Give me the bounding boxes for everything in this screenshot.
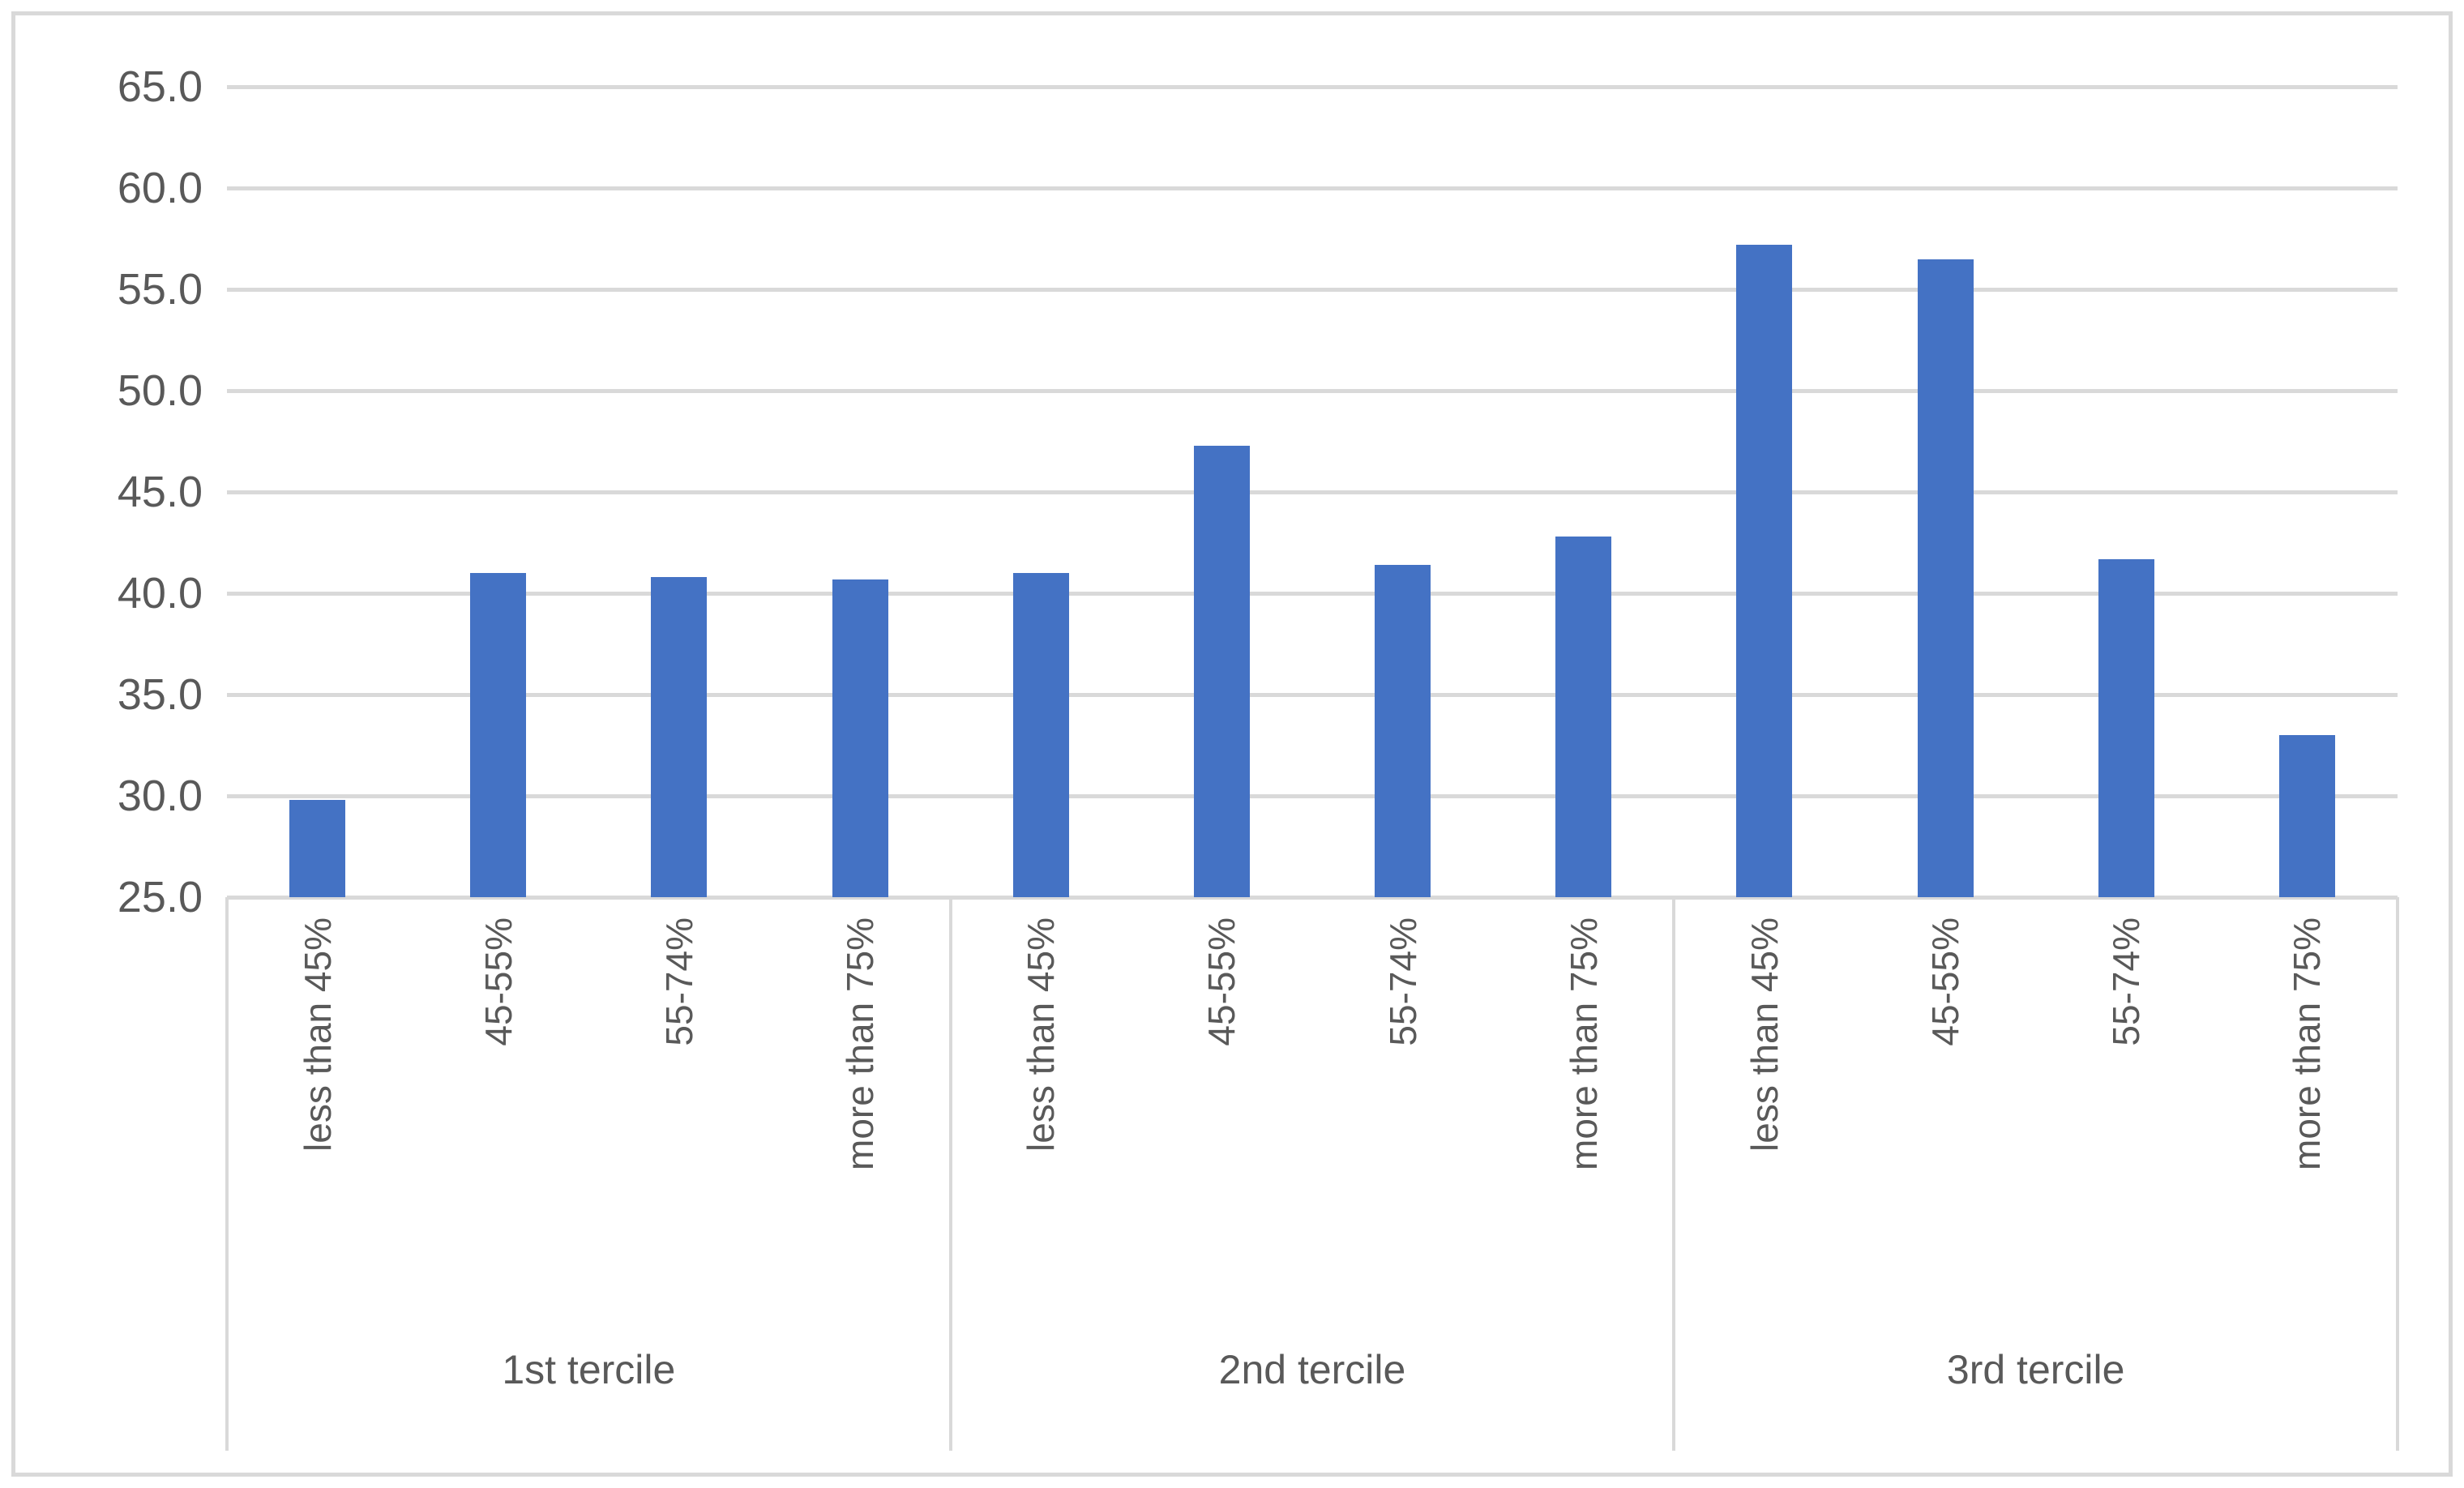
bar [289, 800, 346, 897]
category-axis-label: 45-55% [1924, 917, 1967, 1290]
category-axis-label: more than 75% [2286, 917, 2329, 1290]
category-axis-label: more than 75% [1562, 917, 1605, 1290]
category-axis-label: more than 75% [839, 917, 882, 1290]
category-axis-label-text: less than 45% [1020, 917, 1063, 1152]
gridline [227, 85, 2398, 89]
gridline [227, 389, 2398, 393]
y-axis-tick-label: 35.0 [117, 670, 203, 719]
gridline [227, 693, 2398, 697]
category-axis-label-text: more than 75% [1562, 917, 1605, 1170]
category-axis-label-text: 45-55% [1200, 917, 1243, 1046]
label-area-right-border [2396, 897, 2399, 1451]
category-axis-label-text: more than 75% [839, 917, 882, 1170]
group-divider-line [1672, 897, 1676, 1451]
bar [2098, 558, 2154, 897]
y-axis-tick-label: 55.0 [117, 265, 203, 314]
gridline [227, 490, 2398, 494]
y-axis-tick-label: 50.0 [117, 366, 203, 415]
category-axis-label-text: 45-55% [477, 917, 520, 1046]
category-axis-label: less than 45% [296, 917, 339, 1290]
category-axis-label: less than 45% [1743, 917, 1786, 1290]
y-axis-tick-label: 30.0 [117, 772, 203, 820]
category-axis-label: less than 45% [1020, 917, 1063, 1290]
bar [470, 573, 527, 897]
category-axis-label-text: 55-74% [1381, 917, 1424, 1046]
category-axis-label: 45-55% [477, 917, 520, 1290]
bar [1012, 573, 1069, 897]
gridline [227, 186, 2398, 190]
bar [1736, 245, 1793, 897]
category-axis-label: 45-55% [1200, 917, 1243, 1290]
category-axis-label: 55-74% [657, 917, 700, 1290]
bar [651, 577, 708, 897]
y-axis-tick-label: 25.0 [117, 873, 203, 921]
y-axis-tick-label: 60.0 [117, 164, 203, 212]
bar [2278, 735, 2335, 897]
gridline [227, 592, 2398, 596]
group-axis-label: 3rd tercile [1946, 1347, 2125, 1392]
y-axis-tick-label: 65.0 [117, 62, 203, 111]
group-divider-line [948, 897, 952, 1451]
label-area-left-border [225, 897, 229, 1451]
gridline [227, 288, 2398, 292]
gridline [227, 794, 2398, 798]
bar [1375, 565, 1431, 897]
category-axis-label-text: 45-55% [1924, 917, 1967, 1046]
y-axis-tick-label: 40.0 [117, 569, 203, 618]
x-axis-line [227, 896, 2398, 900]
group-axis-label: 1st tercile [502, 1347, 676, 1392]
category-axis-label-text: less than 45% [1743, 917, 1786, 1152]
bar [1193, 445, 1250, 897]
category-axis-label-text: 55-74% [657, 917, 700, 1046]
group-axis-label: 2nd tercile [1218, 1347, 1406, 1392]
bar [1917, 259, 1974, 897]
bar [1555, 537, 1612, 897]
category-axis-label-text: more than 75% [2286, 917, 2329, 1170]
y-axis-tick-label: 45.0 [117, 468, 203, 516]
category-axis-label-text: less than 45% [296, 917, 339, 1152]
bar [832, 579, 888, 897]
category-axis-label-text: 55-74% [2105, 917, 2148, 1046]
category-axis-label: 55-74% [1381, 917, 1424, 1290]
category-axis-label: 55-74% [2105, 917, 2148, 1290]
